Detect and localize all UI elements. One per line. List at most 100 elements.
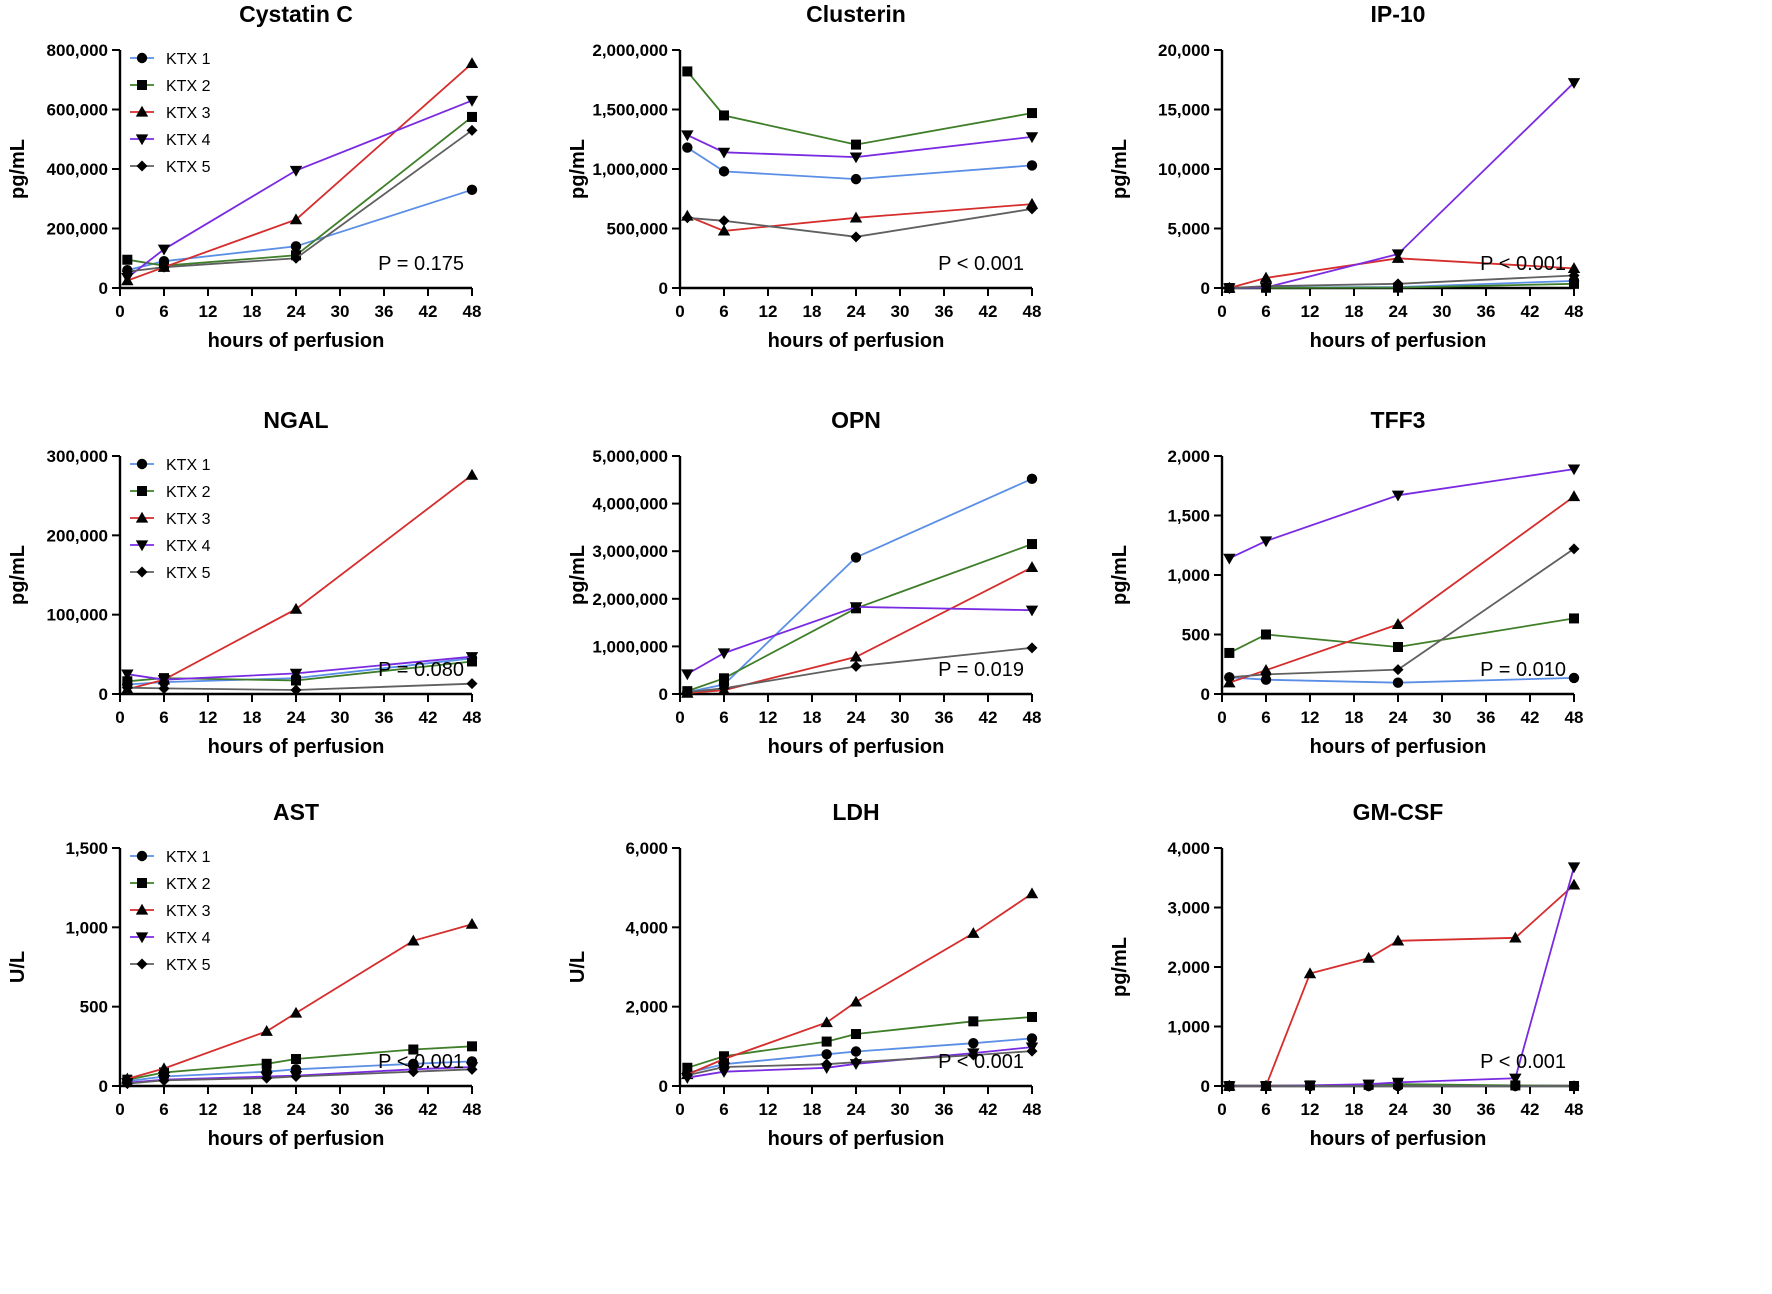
x-tick-label-gm-csf: 42 <box>1521 1100 1540 1119</box>
data-point-ktx-1 <box>1026 473 1038 485</box>
data-point-ktx-2 <box>851 139 861 150</box>
data-point-ktx-4 <box>289 668 303 680</box>
data-point-ktx-4 <box>1567 862 1581 874</box>
y-tick-label-gm-csf: 3,000 <box>1167 899 1210 918</box>
data-point-ktx-5 <box>681 212 693 224</box>
series-line-ktx-5 <box>687 646 1033 693</box>
x-tick-label-ast: 12 <box>199 1100 218 1119</box>
series-line-ktx-2 <box>127 1045 473 1081</box>
legend-label-ktx-4: KTX 4 <box>166 538 211 555</box>
y-tick-label-ldh: 4,000 <box>625 918 668 937</box>
series-line-ktx-4 <box>1228 468 1575 560</box>
data-point-ktx-3 <box>1025 561 1039 573</box>
x-tick-label-ip-10: 18 <box>1345 302 1364 321</box>
data-point-ktx-3 <box>717 1052 731 1064</box>
x-tick-label-cystatin-c: 6 <box>159 302 168 321</box>
legend-marker-ktx-1 <box>136 458 148 470</box>
x-tick-label-ip-10: 24 <box>1389 302 1408 321</box>
legend-marker-ktx-2 <box>137 80 147 90</box>
y-tick-label-clusterin: 0 <box>659 279 668 298</box>
y-tick-label-cystatin-c: 200,000 <box>47 220 108 239</box>
data-point-ktx-5 <box>1568 1080 1580 1092</box>
series-line-ktx-3 <box>1229 495 1575 684</box>
x-axis-label-ast: hours of perfusion <box>208 1128 385 1150</box>
series-line-ktx-3 <box>686 892 1033 1076</box>
data-point-ktx-4 <box>1223 553 1236 565</box>
chart-title-clusterin: Clusterin <box>806 1 906 27</box>
x-tick-label-clusterin: 48 <box>1023 302 1042 321</box>
data-point-ktx-2 <box>467 1041 477 1052</box>
data-point-ktx-1 <box>850 1046 862 1057</box>
y-tick-label-ldh: 6,000 <box>625 839 668 858</box>
x-tick-label-gm-csf: 18 <box>1345 1100 1364 1119</box>
data-point-ktx-3 <box>820 1016 833 1028</box>
data-point-ktx-5 <box>1223 282 1235 294</box>
data-point-ktx-3 <box>967 927 980 938</box>
legend-marker-ktx-5 <box>136 566 148 578</box>
p-value-gm-csf: P < 0.001 <box>1480 1051 1566 1073</box>
y-axis-label-cystatin-c: pg/mL <box>7 139 29 199</box>
x-tick-label-ip-10: 0 <box>1217 302 1226 321</box>
data-point-ktx-1 <box>466 184 478 196</box>
chart-opn: OPN 0 1,000,000 2,000,000 3,000,000 4,000,000… <box>567 407 1041 758</box>
x-tick-label-ip-10: 12 <box>1301 302 1320 321</box>
x-tick-label-ngal: 36 <box>375 708 394 727</box>
data-point-ktx-4 <box>717 648 731 660</box>
x-tick-label-ast: 24 <box>287 1100 306 1119</box>
x-tick-label-ip-10: 42 <box>1521 302 1540 321</box>
chart-ip-10: IP-10 0 5,000 10,000 15,000 20,000 0 6 12 18 24 30 3… <box>1109 1 1583 352</box>
data-point-ktx-2 <box>122 254 133 265</box>
x-tick-label-clusterin: 18 <box>803 302 822 321</box>
data-point-ktx-2 <box>1261 629 1271 640</box>
data-point-ktx-5 <box>158 261 170 273</box>
data-point-ktx-3 <box>1259 271 1273 283</box>
x-axis-label-ldh: hours of perfusion <box>768 1128 945 1150</box>
x-tick-label-ldh: 30 <box>891 1100 910 1119</box>
data-point-ktx-5 <box>1392 664 1404 676</box>
data-point-ktx-5 <box>1363 1080 1375 1092</box>
data-point-ktx-5 <box>821 1058 833 1070</box>
x-tick-label-clusterin: 24 <box>847 302 866 321</box>
data-point-ktx-2 <box>682 66 693 77</box>
y-tick-label-ip-10: 5,000 <box>1167 220 1210 239</box>
data-point-ktx-3 <box>717 224 731 236</box>
data-point-ktx-5 <box>1223 671 1235 683</box>
legend-ast: KTX 1 KTX 2 KTX 3 KTX 4 KTX 5 <box>130 849 211 974</box>
y-tick-label-ngal: 300,000 <box>47 447 108 466</box>
y-tick-label-gm-csf: 2,000 <box>1167 958 1210 977</box>
data-point-ktx-4 <box>289 165 303 177</box>
x-tick-label-cystatin-c: 30 <box>331 302 350 321</box>
x-tick-label-clusterin: 36 <box>935 302 954 321</box>
data-point-ktx-4 <box>1025 132 1039 144</box>
x-tick-label-ldh: 36 <box>935 1100 954 1119</box>
data-point-ktx-1 <box>1392 677 1404 688</box>
x-axis-label-ngal: hours of perfusion <box>208 736 385 758</box>
x-tick-label-cystatin-c: 0 <box>115 302 124 321</box>
x-tick-label-ldh: 0 <box>675 1100 684 1119</box>
x-tick-label-ngal: 18 <box>243 708 262 727</box>
legend-label-ktx-3: KTX 3 <box>166 903 211 920</box>
x-tick-label-ngal: 42 <box>419 708 438 727</box>
chart-title-ip-10: IP-10 <box>1371 1 1426 27</box>
data-point-ktx-4 <box>157 675 171 686</box>
series-line-ktx-1 <box>127 1060 473 1083</box>
legend-marker-ktx-5 <box>136 958 148 970</box>
y-tick-label-tff3: 2,000 <box>1167 447 1210 466</box>
data-point-ktx-5 <box>1260 280 1272 292</box>
series-line-ktx-2 <box>127 660 473 683</box>
chart-ngal: NGAL 0 100,000 200,000 300,000 0 6 12 18 24 30 36 42… <box>7 407 481 758</box>
data-point-ktx-4 <box>1567 464 1581 476</box>
y-tick-label-ngal: 200,000 <box>47 526 108 545</box>
x-tick-label-opn: 48 <box>1023 708 1042 727</box>
x-tick-label-tff3: 0 <box>1217 708 1226 727</box>
data-point-ktx-5 <box>1260 668 1272 680</box>
data-point-ktx-3 <box>1567 490 1581 502</box>
chart-title-cystatin-c: Cystatin C <box>239 1 353 27</box>
x-tick-label-ngal: 0 <box>115 708 124 727</box>
data-point-ktx-4 <box>1391 490 1405 502</box>
x-tick-label-clusterin: 12 <box>759 302 778 321</box>
data-point-ktx-3 <box>1362 951 1375 963</box>
chart-title-tff3: TFF3 <box>1371 407 1426 433</box>
data-point-ktx-3 <box>1509 931 1522 943</box>
series-line-ktx-3 <box>126 62 473 282</box>
